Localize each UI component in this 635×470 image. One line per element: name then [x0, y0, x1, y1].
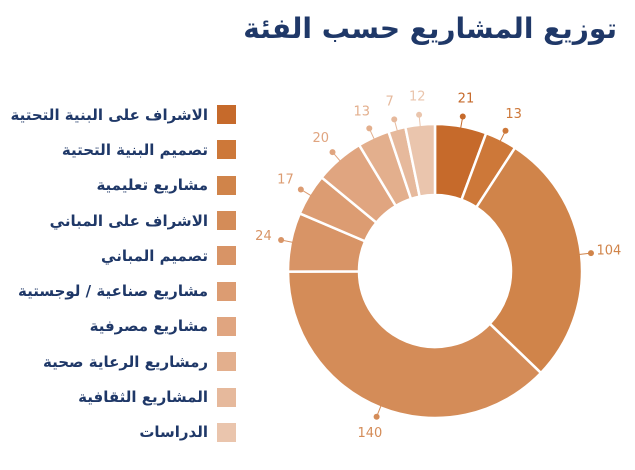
legend-swatch — [217, 175, 236, 195]
pie-slice[interactable] — [474, 145, 584, 375]
chart-title: توزيع المشاريع حسب الفئة — [243, 12, 617, 45]
leader-dot — [416, 111, 423, 118]
legend-label: الاشراف على المباني — [49, 211, 208, 230]
legend-label: الدراسات — [139, 423, 208, 442]
leader-dot — [366, 125, 373, 132]
leader-dot — [502, 127, 509, 134]
legend-label: مشاريع مصرفية — [89, 317, 208, 336]
leader-dot — [373, 413, 380, 420]
legend-label: رمشاريع الرعاية صحية — [42, 352, 208, 371]
legend-swatch — [217, 281, 236, 301]
leader-dot — [329, 149, 336, 156]
slice-value-label: 7 — [385, 94, 393, 109]
legend-item[interactable]: تصميم البنية التحتية — [18, 132, 236, 167]
legend-swatch — [217, 211, 236, 231]
legend-swatch — [217, 422, 236, 442]
leader-dot — [297, 186, 304, 193]
slice-value-label: 13 — [505, 107, 522, 122]
legend-swatch — [217, 246, 236, 266]
legend-item[interactable]: مشاريع صناعية / لوجستية — [18, 273, 236, 308]
legend-swatch — [217, 140, 236, 160]
legend-label: مشاريع تعليمية — [96, 176, 208, 195]
slice-value-label: 21 — [458, 91, 475, 106]
legend-item[interactable]: الاشراف على المباني — [18, 203, 236, 238]
legend-label: المشاريع الثقافية — [78, 388, 208, 407]
legend-label: الاشراف على البنية التحتية — [10, 105, 208, 124]
leader-dot — [587, 250, 594, 257]
legend-item[interactable]: رمشاريع الرعاية صحية — [18, 344, 236, 379]
legend-swatch — [217, 316, 236, 336]
legend-label: تصميم البنية التحتية — [61, 140, 208, 159]
legend-item[interactable]: الاشراف على البنية التحتية — [11, 97, 236, 132]
chart-legend: الاشراف على البنية التحتية تصميم البنية ا… — [11, 97, 236, 450]
slice-value-label: 17 — [277, 173, 294, 188]
pie-slice[interactable] — [403, 122, 437, 199]
legend-swatch — [217, 352, 236, 372]
legend-item[interactable]: تصميم المباني — [18, 238, 236, 273]
slice-value-label: 140 — [358, 426, 383, 441]
legend-item[interactable]: المشاريع الثقافية — [18, 379, 236, 414]
slice-value-label: 24 — [255, 229, 272, 244]
legend-label: تصميم المباني — [101, 246, 208, 265]
legend-item[interactable]: مشاريع تعليمية — [18, 168, 236, 203]
legend-item[interactable]: مشاريع مصرفية — [18, 309, 236, 344]
slice-value-label: 12 — [409, 89, 426, 104]
legend-swatch — [217, 105, 236, 125]
leader-dot — [278, 236, 285, 243]
slice-value-label: 104 — [596, 244, 621, 259]
leader-dot — [391, 116, 398, 123]
slice-value-label: 20 — [312, 131, 329, 146]
legend-swatch — [217, 387, 236, 407]
pie-slice[interactable] — [286, 270, 543, 420]
slice-value-label: 13 — [353, 105, 370, 120]
leader-dot — [459, 113, 466, 120]
legend-label: مشاريع صناعية / لوجستية — [17, 282, 208, 301]
legend-item[interactable]: الدراسات — [18, 415, 236, 450]
